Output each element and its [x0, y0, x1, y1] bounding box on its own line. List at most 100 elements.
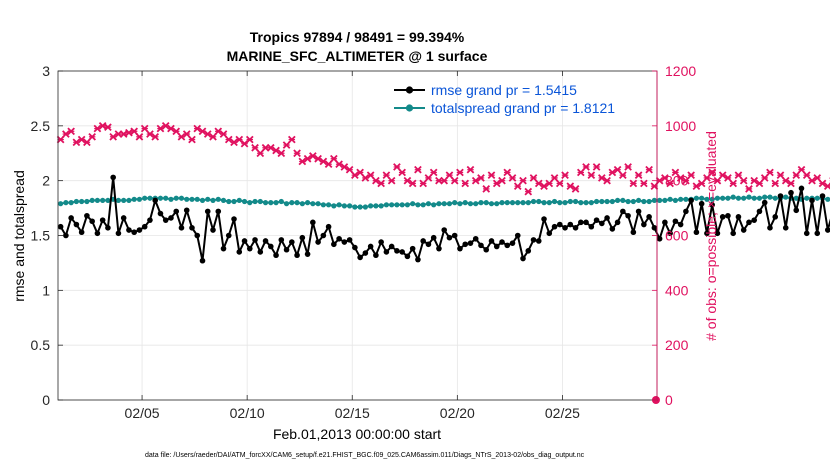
totalspread-point [551, 198, 558, 205]
rmse-point [641, 221, 647, 228]
obs-point [734, 171, 743, 180]
rmse-point [362, 250, 369, 256]
totalspread-point [304, 200, 311, 206]
rmse-point [798, 185, 805, 192]
totalspread-point [142, 195, 148, 201]
totalspread-point [614, 197, 621, 204]
rmse-point [604, 215, 610, 221]
totalspread-point [189, 196, 195, 202]
totalspread-point [310, 201, 316, 207]
rmse-point [688, 197, 694, 204]
rmse-point [535, 238, 542, 244]
obs-point [125, 128, 133, 137]
obs-point [724, 174, 732, 182]
rmse-point [614, 219, 621, 226]
obs-point [498, 176, 506, 185]
rmse-point [756, 208, 763, 215]
rmse-point [562, 225, 568, 231]
totalspread-point [714, 195, 721, 201]
totalspread-point [431, 202, 437, 208]
rmse-point [746, 219, 752, 226]
totalspread-point [452, 200, 458, 206]
totalspread-point [294, 200, 300, 206]
rmse-point [677, 221, 684, 228]
rmse-point [436, 245, 442, 252]
rmse-point [168, 215, 174, 221]
obs-point [466, 165, 475, 174]
totalspread-point [341, 203, 347, 209]
obs-point [813, 174, 822, 182]
obs-point [634, 171, 643, 180]
rmse-point [520, 255, 526, 262]
rmse-point [136, 227, 143, 233]
rmse-point [488, 238, 495, 244]
obs-point [645, 165, 653, 174]
obs-point [293, 149, 301, 158]
rmse-point [814, 230, 821, 237]
obs-point [419, 179, 428, 188]
obs-point [687, 171, 695, 180]
obs-point [88, 132, 96, 141]
rmse-point [599, 220, 605, 227]
totalspread-point [241, 198, 248, 205]
rmse-point [409, 245, 416, 252]
obs-point [398, 168, 406, 177]
obs-point [209, 132, 217, 141]
totalspread-point [410, 201, 416, 207]
rmse-point [593, 217, 600, 223]
left-axis-label: rmse and totalspread [11, 170, 27, 302]
rmse-point [457, 245, 463, 252]
obs-point [739, 176, 748, 185]
rmse-point [667, 230, 673, 237]
rmse-point [241, 238, 248, 244]
data-file-footnote: data file: /Users/raeder/DAI/ATM_forcXX/… [145, 452, 585, 459]
totalspread-point [131, 196, 137, 202]
rmse-point [252, 237, 258, 243]
obs-point [550, 174, 559, 182]
obs-point [682, 176, 690, 185]
obs-point [755, 179, 764, 188]
rmse-point [404, 253, 411, 260]
rmse-point [483, 246, 490, 253]
rmse-point [609, 226, 616, 232]
rmse-point [651, 225, 658, 231]
totalspread-point [262, 200, 269, 206]
totalspread-point [693, 195, 700, 201]
rmse-point [514, 232, 521, 239]
obs-point [582, 163, 590, 171]
rmse-point [683, 208, 689, 215]
rmse-point [257, 249, 264, 255]
rmse-point [788, 189, 794, 196]
obs-point [414, 165, 422, 174]
obs-point [440, 176, 449, 185]
totalspread-point [436, 201, 442, 207]
rmse-point [220, 245, 227, 252]
legend-rmse-marker [405, 86, 414, 94]
totalspread-point [767, 194, 773, 200]
rmse-point [725, 212, 731, 219]
totalspread-point [515, 200, 521, 206]
rmse-point [152, 197, 159, 204]
obs-point [802, 171, 811, 180]
rmse-point [383, 249, 390, 255]
totalspread-point [389, 202, 395, 208]
totalspread-point [331, 203, 337, 209]
obs-point [287, 135, 296, 144]
totalspread-point [672, 197, 678, 204]
rmse-point [73, 221, 80, 228]
obs-point [172, 127, 181, 136]
rmse-point [194, 232, 201, 239]
obs-point [613, 165, 622, 174]
left-tick-label-3: 1.5 [31, 228, 51, 244]
obs-evaluated-series [56, 121, 830, 196]
totalspread-point [462, 200, 468, 206]
obs-point [445, 171, 454, 180]
totalspread-point [709, 196, 715, 202]
rmse-point [509, 240, 516, 246]
totalspread-point [636, 197, 642, 204]
totalspread-point [79, 198, 85, 205]
totalspread-point [825, 196, 830, 202]
right-tick-label-1: 200 [665, 337, 689, 353]
totalspread-point [804, 195, 810, 201]
obs-point [697, 179, 706, 188]
